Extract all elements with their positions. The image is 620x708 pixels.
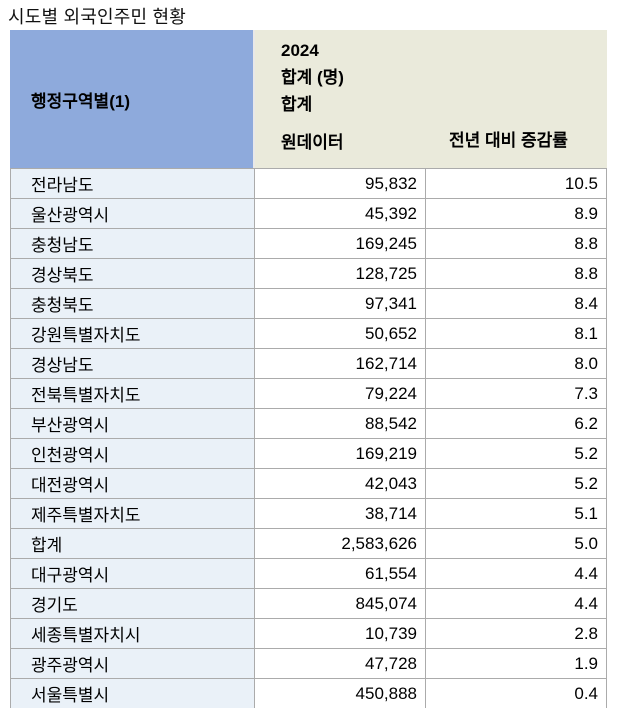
table-row: 울산광역시 45,392 8.9 (11, 199, 606, 229)
table-row: 세종특별자치시 10,739 2.8 (11, 619, 606, 649)
region-cell: 전북특별자치도 (11, 379, 255, 408)
header-unit-total-label: 합계 (명) (281, 68, 344, 87)
rate-cell: 5.0 (426, 529, 606, 558)
region-cell: 경상남도 (11, 349, 255, 378)
rate-cell: 1.9 (426, 649, 606, 678)
value-cell: 128,725 (255, 259, 426, 288)
region-cell: 광주광역시 (11, 649, 255, 678)
table-row: 대전광역시 42,043 5.2 (11, 469, 606, 499)
value-cell: 10,739 (255, 619, 426, 648)
rate-cell: 6.2 (426, 409, 606, 438)
rate-cell: 8.9 (426, 199, 606, 228)
value-cell: 61,554 (255, 559, 426, 588)
table-body: 전라남도 95,832 10.5 울산광역시 45,392 8.9 충청남도 1… (10, 168, 607, 708)
table-row: 경상북도 128,725 8.8 (11, 259, 606, 289)
rate-cell: 5.1 (426, 499, 606, 528)
value-cell: 169,219 (255, 439, 426, 468)
value-cell: 79,224 (255, 379, 426, 408)
table-row: 충청남도 169,245 8.8 (11, 229, 606, 259)
table-row: 경기도 845,074 4.4 (11, 589, 606, 619)
table-row: 인천광역시 169,219 5.2 (11, 439, 606, 469)
rate-cell: 8.0 (426, 349, 606, 378)
value-cell: 38,714 (255, 499, 426, 528)
region-cell: 세종특별자치시 (11, 619, 255, 648)
value-cell: 450,888 (255, 679, 426, 708)
rate-cell: 10.5 (426, 169, 606, 198)
region-cell: 울산광역시 (11, 199, 255, 228)
table-header: 행정구역별(1) 2024 합계 (명) 합계 원데이터 전년 대비 증감률 (10, 30, 607, 168)
header-yoy-rate-label: 전년 대비 증감률 (449, 130, 568, 150)
rate-cell: 5.2 (426, 439, 606, 468)
value-cell: 88,542 (255, 409, 426, 438)
value-cell: 95,832 (255, 169, 426, 198)
table-row: 전라남도 95,832 10.5 (11, 169, 606, 199)
table-row: 제주특별자치도 38,714 5.1 (11, 499, 606, 529)
value-cell: 97,341 (255, 289, 426, 318)
rate-cell: 5.2 (426, 469, 606, 498)
rate-cell: 4.4 (426, 559, 606, 588)
page-title: 시도별 외국인주민 현황 (8, 7, 187, 27)
rate-cell: 8.8 (426, 259, 606, 288)
value-cell: 169,245 (255, 229, 426, 258)
region-cell: 부산광역시 (11, 409, 255, 438)
value-cell: 2,583,626 (255, 529, 426, 558)
rate-cell: 2.8 (426, 619, 606, 648)
region-cell: 서울특별시 (11, 679, 255, 708)
region-cell: 전라남도 (11, 169, 255, 198)
table-row: 광주광역시 47,728 1.9 (11, 649, 606, 679)
table-row: 경상남도 162,714 8.0 (11, 349, 606, 379)
region-cell: 대전광역시 (11, 469, 255, 498)
region-cell: 경기도 (11, 589, 255, 618)
value-cell: 845,074 (255, 589, 426, 618)
region-cell: 제주특별자치도 (11, 499, 255, 528)
table-row: 전북특별자치도 79,224 7.3 (11, 379, 606, 409)
table-row: 부산광역시 88,542 6.2 (11, 409, 606, 439)
rate-cell: 8.1 (426, 319, 606, 348)
value-cell: 42,043 (255, 469, 426, 498)
table-row: 강원특별자치도 50,652 8.1 (11, 319, 606, 349)
region-cell: 충청남도 (11, 229, 255, 258)
header-total-label: 합계 (281, 95, 313, 114)
header-subrow: 원데이터 전년 대비 증감률 (281, 118, 607, 163)
region-cell: 경상북도 (11, 259, 255, 288)
table-row: 서울특별시 450,888 0.4 (11, 679, 606, 708)
region-cell: 강원특별자치도 (11, 319, 255, 348)
rate-cell: 8.8 (426, 229, 606, 258)
region-cell: 인천광역시 (11, 439, 255, 468)
table-row: 대구광역시 61,554 4.4 (11, 559, 606, 589)
table-row: 충청북도 97,341 8.4 (11, 289, 606, 319)
region-cell: 합계 (11, 529, 255, 558)
header-year-label: 2024 (281, 41, 319, 60)
value-cell: 47,728 (255, 649, 426, 678)
region-cell: 대구광역시 (11, 559, 255, 588)
rate-cell: 4.4 (426, 589, 606, 618)
rate-cell: 8.4 (426, 289, 606, 318)
value-cell: 45,392 (255, 199, 426, 228)
region-cell: 충청북도 (11, 289, 255, 318)
header-cell-region: 행정구역별(1) (10, 30, 255, 168)
value-cell: 162,714 (255, 349, 426, 378)
value-cell: 50,652 (255, 319, 426, 348)
table-row: 합계 2,583,626 5.0 (11, 529, 606, 559)
data-table: 행정구역별(1) 2024 합계 (명) 합계 원데이터 전년 대비 증감률 전… (10, 30, 607, 708)
rate-cell: 7.3 (426, 379, 606, 408)
header-cell-values: 2024 합계 (명) 합계 원데이터 전년 대비 증감률 (255, 30, 607, 168)
header-raw-data-label: 원데이터 (281, 133, 344, 152)
rate-cell: 0.4 (426, 679, 606, 708)
